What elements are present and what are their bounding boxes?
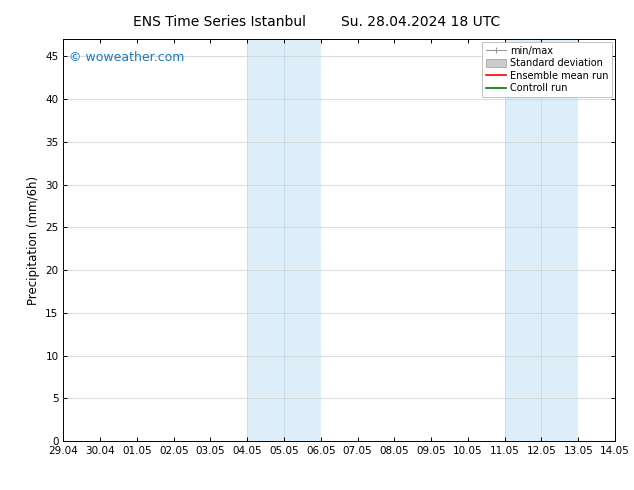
Bar — [505, 39, 541, 441]
Bar — [284, 39, 321, 441]
Bar — [541, 39, 578, 441]
Text: © woweather.com: © woweather.com — [69, 51, 184, 64]
Y-axis label: Precipitation (mm/6h): Precipitation (mm/6h) — [27, 175, 40, 305]
Legend: min/max, Standard deviation, Ensemble mean run, Controll run: min/max, Standard deviation, Ensemble me… — [482, 42, 612, 97]
Bar — [247, 39, 284, 441]
Text: ENS Time Series Istanbul        Su. 28.04.2024 18 UTC: ENS Time Series Istanbul Su. 28.04.2024 … — [133, 15, 501, 29]
